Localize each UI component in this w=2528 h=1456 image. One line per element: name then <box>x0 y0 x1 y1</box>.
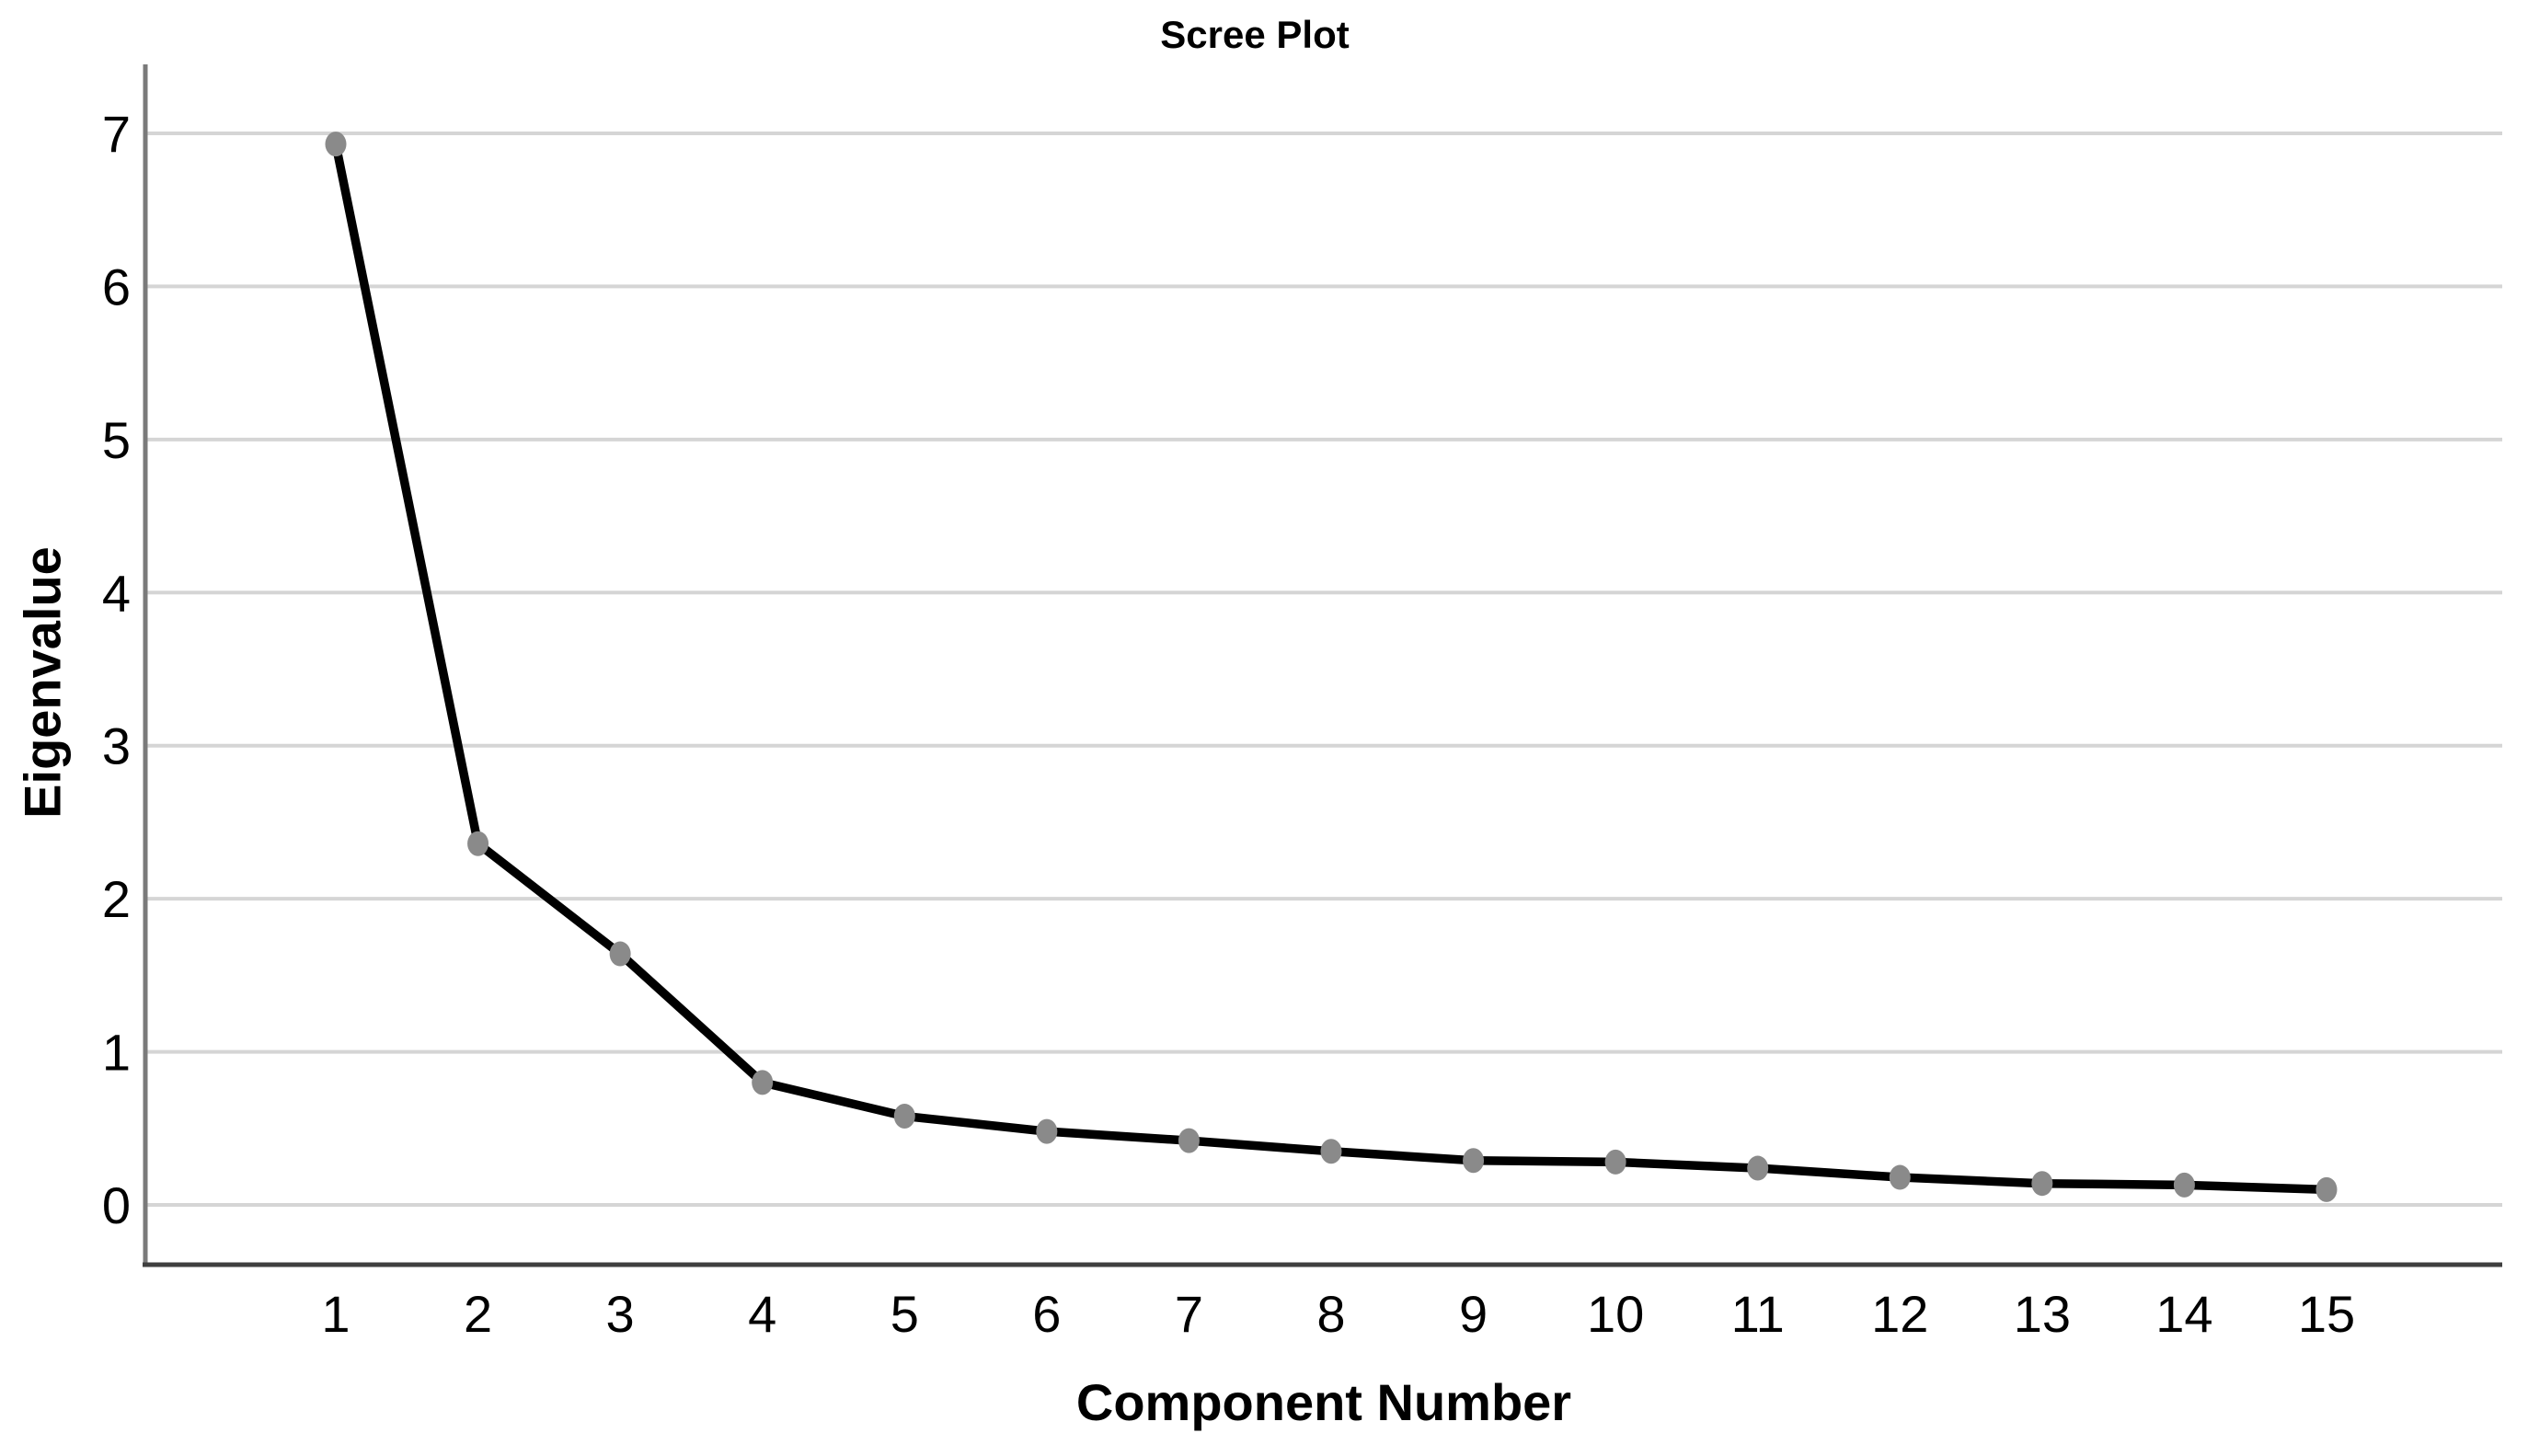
data-point-marker <box>1747 1155 1769 1181</box>
x-tick-label: 14 <box>2155 1285 2212 1343</box>
data-point-marker <box>2031 1171 2053 1197</box>
x-tick-label: 11 <box>1731 1285 1785 1343</box>
y-tick-label: 0 <box>102 1176 131 1234</box>
data-point-marker <box>2315 1176 2338 1202</box>
y-tick-label: 3 <box>102 717 131 775</box>
x-tick-label: 7 <box>1175 1285 1203 1343</box>
data-point-marker <box>2173 1172 2195 1198</box>
data-point-marker <box>893 1103 915 1129</box>
x-tick-label: 4 <box>748 1285 776 1343</box>
x-tick-label: 15 <box>2298 1285 2355 1343</box>
x-tick-label: 8 <box>1316 1285 1345 1343</box>
y-tick-label: 6 <box>102 258 131 315</box>
y-tick-label: 1 <box>102 1024 131 1082</box>
data-point-marker <box>609 941 631 967</box>
data-point-marker <box>1178 1128 1200 1153</box>
data-point-marker <box>752 1070 774 1095</box>
data-point-marker <box>325 132 347 157</box>
data-point-marker <box>467 831 489 856</box>
data-point-marker <box>1320 1139 1342 1164</box>
x-tick-label: 10 <box>1587 1285 1644 1343</box>
x-tick-label: 5 <box>891 1285 919 1343</box>
x-tick-label: 2 <box>464 1285 492 1343</box>
x-tick-label: 6 <box>1032 1285 1061 1343</box>
data-point-marker <box>1036 1118 1058 1144</box>
y-tick-label: 5 <box>102 411 131 469</box>
y-tick-label: 4 <box>102 564 131 622</box>
x-tick-label: 9 <box>1459 1285 1488 1343</box>
x-tick-label: 13 <box>2014 1285 2071 1343</box>
y-tick-label: 7 <box>102 105 131 163</box>
data-point-marker <box>1889 1164 1911 1190</box>
data-point-marker <box>1604 1149 1626 1175</box>
x-tick-label: 12 <box>1871 1285 1928 1343</box>
chart-title: Scree Plot <box>1160 13 1350 56</box>
x-tick-label: 1 <box>321 1285 350 1343</box>
y-tick-label: 2 <box>102 870 131 928</box>
data-point-marker <box>1463 1148 1485 1174</box>
y-axis-title: Eigenvalue <box>13 546 72 819</box>
series-line <box>331 139 2331 1195</box>
x-tick-label: 3 <box>606 1285 635 1343</box>
x-axis-title: Component Number <box>1075 1373 1572 1431</box>
